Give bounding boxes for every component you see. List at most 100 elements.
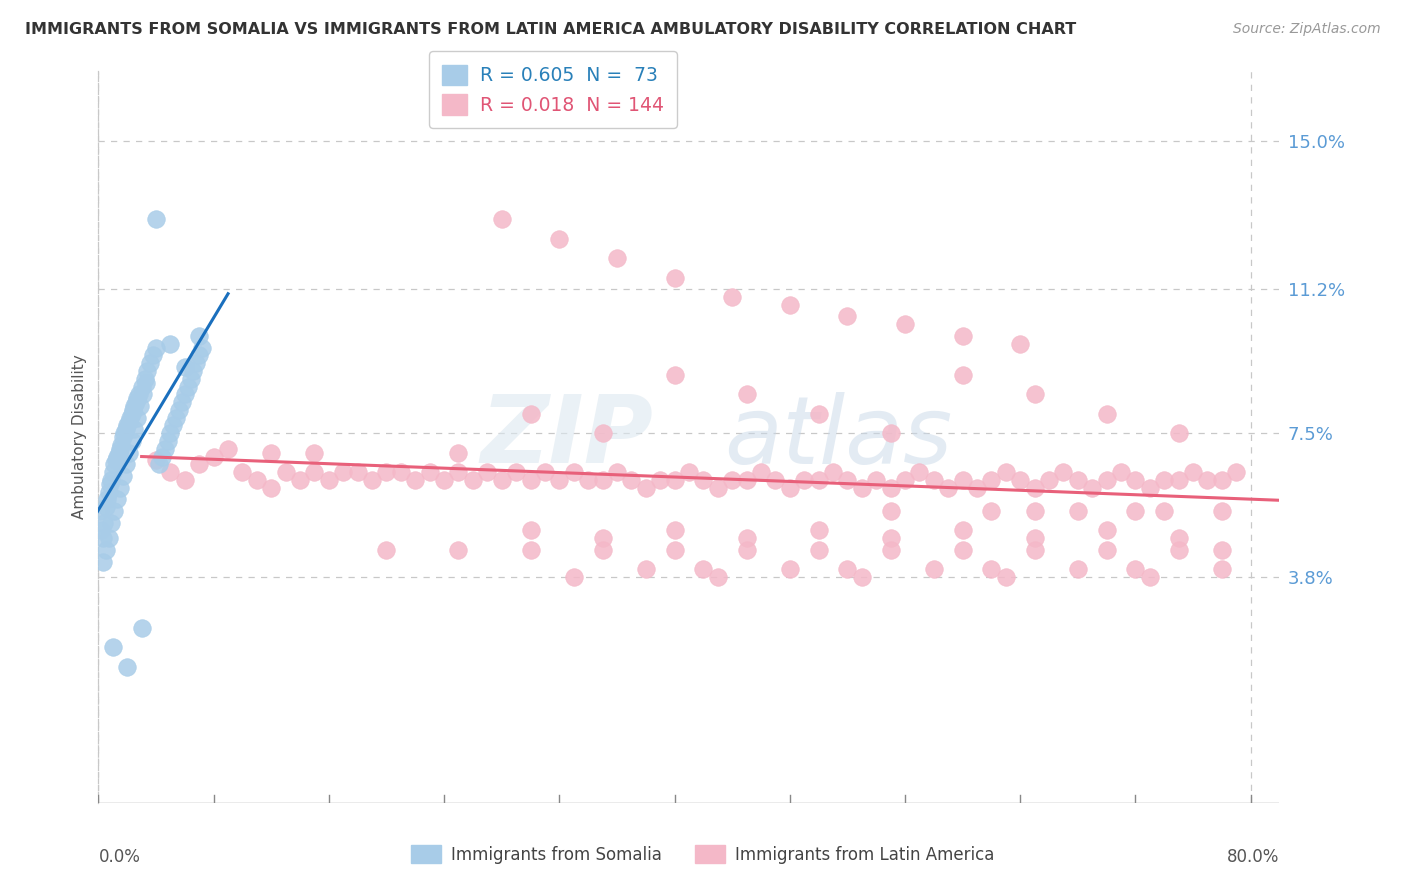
Point	[111, 469, 134, 483]
Point	[1024, 531, 1046, 545]
Point	[1095, 524, 1118, 538]
Point	[131, 621, 153, 635]
Point	[1095, 542, 1118, 557]
Point	[1153, 504, 1175, 518]
Point	[664, 270, 686, 285]
Point	[94, 542, 117, 557]
Point	[879, 426, 901, 441]
Point	[107, 445, 129, 459]
Point	[100, 473, 122, 487]
Point	[721, 473, 744, 487]
Point	[447, 542, 470, 557]
Point	[128, 387, 150, 401]
Point	[202, 450, 225, 464]
Point	[118, 415, 141, 429]
Point	[879, 542, 901, 557]
Point	[153, 442, 176, 456]
Point	[100, 516, 122, 530]
Point	[879, 531, 901, 545]
Point	[922, 562, 945, 576]
Point	[173, 359, 195, 374]
Point	[131, 379, 153, 393]
Point	[1197, 473, 1219, 487]
Point	[519, 542, 541, 557]
Point	[162, 418, 184, 433]
Point	[837, 562, 859, 576]
Point	[125, 395, 148, 409]
Point	[145, 212, 167, 227]
Point	[108, 481, 131, 495]
Point	[1153, 473, 1175, 487]
Point	[142, 348, 165, 362]
Point	[1010, 473, 1032, 487]
Point	[606, 465, 628, 479]
Point	[156, 434, 179, 448]
Point	[952, 524, 974, 538]
Point	[1167, 426, 1189, 441]
Point	[634, 481, 657, 495]
Point	[1139, 481, 1161, 495]
Point	[91, 531, 114, 545]
Point	[188, 329, 211, 343]
Point	[159, 336, 181, 351]
Point	[447, 445, 470, 459]
Point	[952, 368, 974, 382]
Point	[115, 659, 138, 673]
Point	[101, 465, 124, 479]
Point	[548, 232, 571, 246]
Point	[132, 387, 155, 401]
Legend: R = 0.605  N =  73, R = 0.018  N = 144: R = 0.605 N = 73, R = 0.018 N = 144	[429, 52, 678, 128]
Point	[1081, 481, 1104, 495]
Point	[1024, 481, 1046, 495]
Point	[231, 465, 253, 479]
Point	[260, 481, 283, 495]
Point	[706, 481, 728, 495]
Point	[134, 372, 156, 386]
Point	[288, 473, 311, 487]
Point	[664, 542, 686, 557]
Point	[104, 453, 127, 467]
Point	[139, 356, 162, 370]
Point	[1211, 542, 1233, 557]
Point	[505, 465, 527, 479]
Point	[127, 410, 149, 425]
Point	[165, 410, 187, 425]
Point	[837, 310, 859, 324]
Point	[576, 473, 599, 487]
Point	[1038, 473, 1060, 487]
Point	[966, 481, 988, 495]
Point	[1067, 562, 1090, 576]
Point	[980, 473, 1002, 487]
Point	[980, 562, 1002, 576]
Y-axis label: Ambulatory Disability: Ambulatory Disability	[72, 355, 87, 519]
Point	[122, 402, 145, 417]
Point	[879, 481, 901, 495]
Point	[519, 473, 541, 487]
Point	[94, 500, 117, 515]
Point	[246, 473, 269, 487]
Point	[1125, 473, 1147, 487]
Point	[894, 318, 917, 332]
Point	[807, 524, 830, 538]
Point	[534, 465, 557, 479]
Point	[779, 298, 801, 312]
Point	[1024, 504, 1046, 518]
Point	[735, 531, 758, 545]
Point	[664, 524, 686, 538]
Point	[304, 465, 326, 479]
Point	[332, 465, 354, 479]
Point	[101, 640, 124, 655]
Point	[124, 399, 146, 413]
Point	[664, 368, 686, 382]
Point	[936, 481, 959, 495]
Point	[634, 562, 657, 576]
Point	[894, 473, 917, 487]
Point	[136, 364, 159, 378]
Point	[173, 473, 195, 487]
Point	[1109, 465, 1132, 479]
Point	[461, 473, 484, 487]
Text: Source: ZipAtlas.com: Source: ZipAtlas.com	[1233, 22, 1381, 37]
Point	[97, 484, 120, 499]
Point	[124, 422, 146, 436]
Point	[375, 465, 398, 479]
